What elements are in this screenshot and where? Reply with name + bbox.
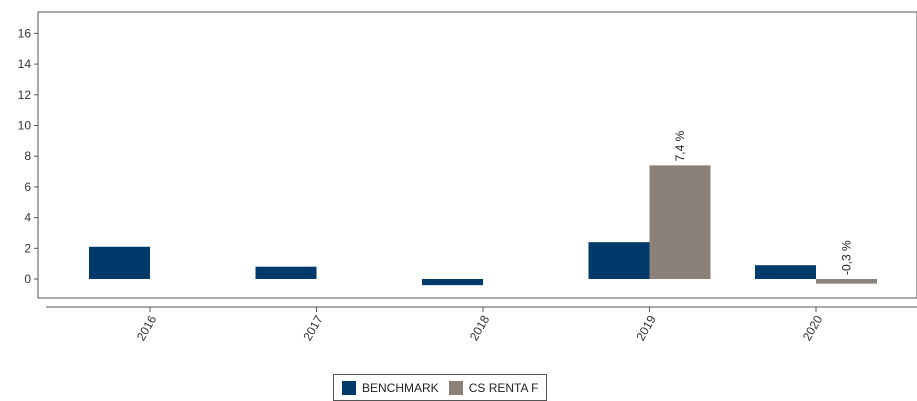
y-tick-label: 0	[24, 272, 31, 286]
bar-cs-renta-f	[816, 279, 877, 284]
bar-cs-renta-f	[650, 165, 711, 279]
y-tick-label: 6	[24, 180, 31, 194]
legend-swatch-cs-renta-f	[449, 381, 463, 395]
legend-swatch-benchmark	[342, 381, 356, 395]
x-tick-label: 2017	[300, 313, 326, 343]
plot-area-frame	[38, 12, 917, 298]
bar-benchmark	[89, 247, 150, 279]
y-tick-label: 14	[18, 57, 32, 71]
x-tick-label: 2019	[633, 313, 659, 343]
y-axis: 0 2 4 6 8 10 12 14 16	[18, 12, 38, 298]
y-tick-label: 10	[18, 119, 32, 133]
y-tick-label: 2	[24, 241, 31, 255]
legend-item-cs-renta-f: CS RENTA F	[449, 381, 539, 395]
y-tick-label: 8	[24, 149, 31, 163]
y-tick-label: 4	[24, 211, 31, 225]
bar-benchmark	[422, 279, 483, 285]
y-tick-label: 12	[18, 88, 32, 102]
legend-label-benchmark: BENCHMARK	[362, 381, 439, 395]
x-tick-label: 2020	[800, 313, 826, 343]
data-label: -0,3 %	[840, 240, 854, 275]
x-tick-label: 2018	[467, 313, 493, 343]
x-axis: 2016 2017 2018 2019 2020	[46, 307, 917, 343]
data-label: 7,4 %	[673, 130, 687, 161]
legend-item-benchmark: BENCHMARK	[342, 381, 439, 395]
bar-benchmark	[589, 242, 650, 279]
bar-benchmark	[256, 267, 317, 279]
legend: BENCHMARK CS RENTA F	[333, 374, 547, 401]
x-tick-label: 2016	[134, 313, 160, 343]
legend-label-cs-renta-f: CS RENTA F	[469, 381, 539, 395]
y-tick-label: 16	[18, 26, 32, 40]
bar-benchmark	[755, 265, 816, 279]
